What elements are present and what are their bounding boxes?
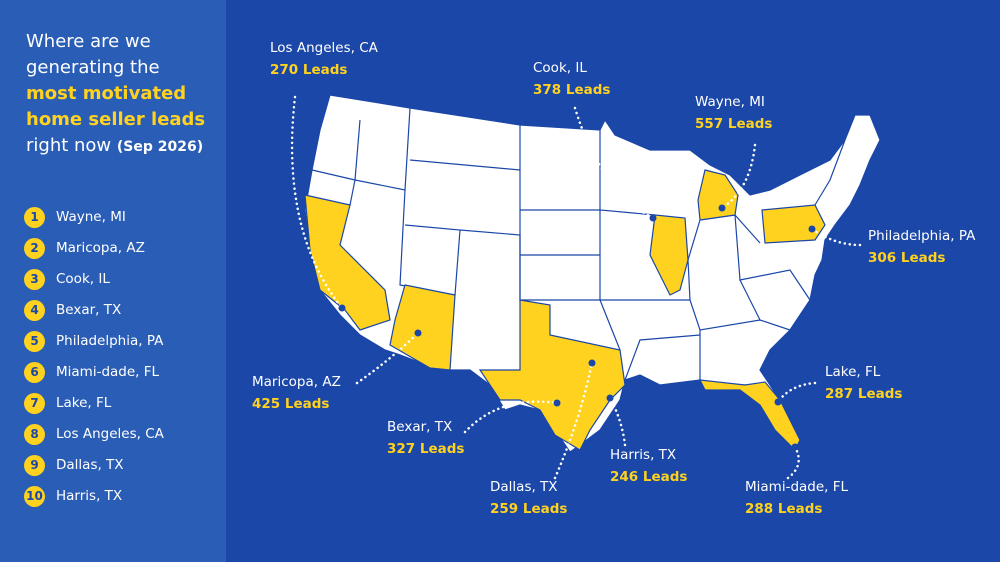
- leader-line: [573, 106, 655, 220]
- rank-badge: 10: [24, 485, 45, 507]
- callout-name: Bexar, TX: [387, 419, 452, 435]
- ranking-item: 6 Miami-dade, FL: [24, 361, 159, 383]
- ranking-item: 8 Los Angeles, CA: [24, 423, 164, 445]
- ranking-item: 10 Harris, TX: [24, 485, 122, 507]
- callout-leads: 246 Leads: [610, 469, 687, 485]
- arizona: [389, 284, 456, 371]
- leader-line: [720, 143, 757, 210]
- callout-name: Dallas, TX: [490, 479, 558, 495]
- ranking-item: 1 Wayne, MI: [24, 206, 126, 228]
- location-dot: [588, 359, 596, 367]
- leader-line: [553, 361, 594, 480]
- date: (Sep 2026): [116, 139, 204, 155]
- callouts: Los Angeles, CA 270 Leads Cook, IL 378 Lead…: [252, 40, 976, 517]
- callout-name: Cook, IL: [533, 60, 587, 76]
- michigan: [697, 169, 739, 221]
- ranking-item: 3 Cook, IL: [24, 268, 110, 290]
- rank-name: Miami-dade, FL: [56, 364, 160, 380]
- pennsylvania: [761, 204, 826, 244]
- rank-name: Maricopa, AZ: [56, 240, 145, 256]
- rank-badge: 3: [24, 268, 45, 290]
- rank-name: Philadelphia, PA: [56, 333, 164, 349]
- location-dot: [606, 394, 614, 402]
- ranking-item: 5 Philadelphia, PA: [24, 330, 163, 352]
- rank-badge: 6: [24, 361, 45, 383]
- ranking-item: 2 Maricopa, AZ: [24, 237, 145, 259]
- callout-leads: 288 Leads: [745, 501, 822, 517]
- callout-leads: 306 Leads: [868, 250, 945, 266]
- callout-leads: 287 Leads: [825, 386, 902, 402]
- rank-name: Cook, IL: [56, 271, 110, 287]
- location-dot: [718, 204, 726, 212]
- rank-name: Wayne, MI: [56, 209, 126, 225]
- callout-leads: 270 Leads: [270, 62, 347, 78]
- rank-badge: 9: [24, 454, 45, 476]
- title-line: generating the: [26, 57, 160, 78]
- title-end: right now: [26, 135, 112, 156]
- callout-leads: 327 Leads: [387, 441, 464, 457]
- rank-name: Bexar, TX: [56, 302, 122, 318]
- callout-name: Philadelphia, PA: [868, 228, 976, 244]
- sidebar: Where are we generating the most motivat…: [0, 0, 226, 562]
- texas: [478, 299, 626, 451]
- leader-line: [776, 381, 817, 404]
- rank-badge: 7: [24, 392, 45, 414]
- location-dot: [338, 304, 346, 312]
- callout-name: Miami-dade, FL: [745, 479, 849, 495]
- rank-badge: 5: [24, 330, 45, 352]
- callout-leads: 557 Leads: [695, 116, 772, 132]
- title-line: right now (Sep 2026): [26, 134, 203, 159]
- rank-badge: 1: [24, 206, 45, 228]
- title-line: Where are we: [26, 31, 151, 52]
- california: [304, 194, 391, 331]
- location-dot: [791, 443, 799, 451]
- leader-line: [810, 227, 862, 247]
- location-dot: [553, 399, 561, 407]
- leader-line: [463, 400, 559, 434]
- rank-name: Harris, TX: [56, 488, 123, 504]
- rank-name: Los Angeles, CA: [56, 426, 164, 442]
- rank-badge: 8: [24, 423, 45, 445]
- callout-name: Harris, TX: [610, 447, 676, 463]
- title-highlight: most motivated: [26, 83, 187, 104]
- rank-name: Lake, FL: [56, 395, 112, 411]
- leader-line: [355, 331, 420, 385]
- leader-line: [608, 396, 627, 447]
- florida: [698, 379, 801, 452]
- ranking-item: 9 Dallas, TX: [24, 454, 124, 476]
- callout-leads: 378 Leads: [533, 82, 610, 98]
- rank-badge: 2: [24, 237, 45, 259]
- rank-name: Dallas, TX: [56, 457, 124, 473]
- location-dot: [414, 329, 422, 337]
- ranking-item: 4 Bexar, TX: [24, 299, 121, 321]
- location-dot: [774, 398, 782, 406]
- location-dot: [649, 214, 657, 222]
- rank-badge: 4: [24, 299, 45, 321]
- ranking-item: 7 Lake, FL: [24, 392, 111, 414]
- callout-leads: 259 Leads: [490, 501, 567, 517]
- highlighted-states: [304, 169, 826, 452]
- location-dot: [808, 225, 816, 233]
- illinois: [649, 214, 689, 296]
- callout-name: Wayne, MI: [695, 94, 765, 110]
- callout-name: Lake, FL: [825, 364, 881, 380]
- title-highlight: home seller leads: [26, 109, 206, 130]
- callout-name: Maricopa, AZ: [252, 374, 341, 390]
- leader-line: [786, 445, 800, 480]
- callout-name: Los Angeles, CA: [270, 40, 379, 56]
- callout-leads: 425 Leads: [252, 396, 329, 412]
